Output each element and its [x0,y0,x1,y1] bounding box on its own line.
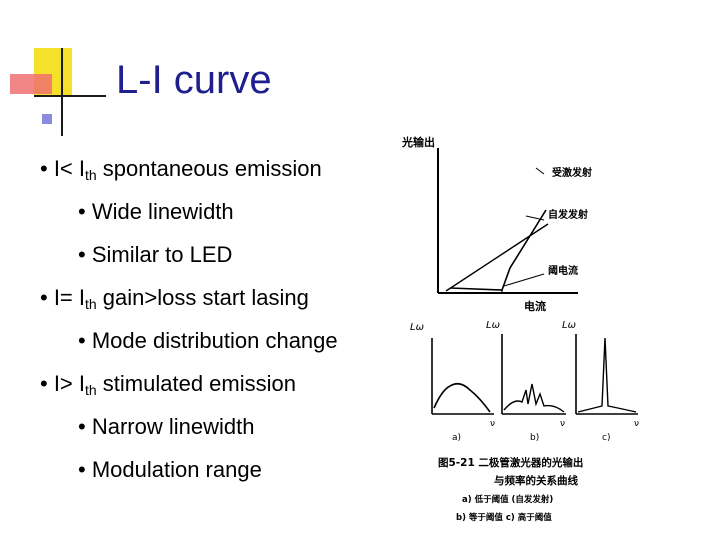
spectrum-a-xlabel: ν [490,419,495,429]
figure-caption-4: b) 等于阈值 c) 高于阈值 [456,512,552,523]
figure-caption-3: a) 低于阈值 (自发发射) [462,494,553,505]
label-leader-2 [525,215,545,221]
figure-caption-1: 图5-21 二极管激光器的光输出 [438,456,583,469]
spectrum-b-ylabel: Lω [486,320,500,331]
bullet-narrow-linewidth: • Narrow linewidth [78,414,255,439]
li-y-label: 光输出 [401,135,435,149]
label-leader-1 [535,167,545,175]
bullet-wide-linewidth: • Wide linewidth [78,199,234,224]
figure-caption-2: 与频率的关系曲线 [494,474,578,487]
bullet-similar-led: • Similar to LED [78,242,233,267]
label-leader-3 [503,273,545,287]
label-stimulated: 受激发射 [552,166,592,179]
corner-decoration [0,40,110,140]
corner-decoration-graphic [10,48,106,136]
bullet-mode-distribution: • Mode distribution change [78,328,338,353]
spectrum-a: Lω ν a) [410,322,495,443]
bullet-above-threshold: • I> Ith stimulated emission [40,371,296,398]
bullet-list: • I< Ith spontaneous emission • Wide lin… [40,156,338,482]
spectrum-b: Lω ν b) [486,320,566,443]
bullet-below-threshold: • I< Ith spontaneous emission [40,156,322,183]
bullet-modulation-range: • Modulation range [78,457,262,482]
spectrum-c-ylabel: Lω [562,320,576,331]
stimulated-curve [449,209,547,291]
spectrum-b-xlabel: ν [560,419,565,429]
spontaneous-curve [445,223,549,292]
bullet-at-threshold: • I= Ith gain>loss start lasing [40,285,309,312]
slide-title: L-I curve [116,58,272,102]
li-plot: 光输出 电流 受激发射 自发发射 阈电流 [401,135,592,313]
label-spontaneous: 自发发射 [548,208,588,221]
spectrum-c: Lω ν c) [562,320,639,443]
spectrum-c-panel-label: c) [602,433,610,443]
label-threshold: 阈电流 [548,264,578,277]
li-x-label: 电流 [524,299,546,313]
spectrum-b-panel-label: b) [530,433,539,443]
spectrum-a-ylabel: Lω [410,322,424,333]
li-curve-figure: 光输出 电流 受激发射 自发发射 阈电流 Lω ν a) Lω ν b) Lω … [401,135,639,523]
spectrum-a-panel-label: a) [452,433,461,443]
spectrum-c-xlabel: ν [634,419,639,429]
